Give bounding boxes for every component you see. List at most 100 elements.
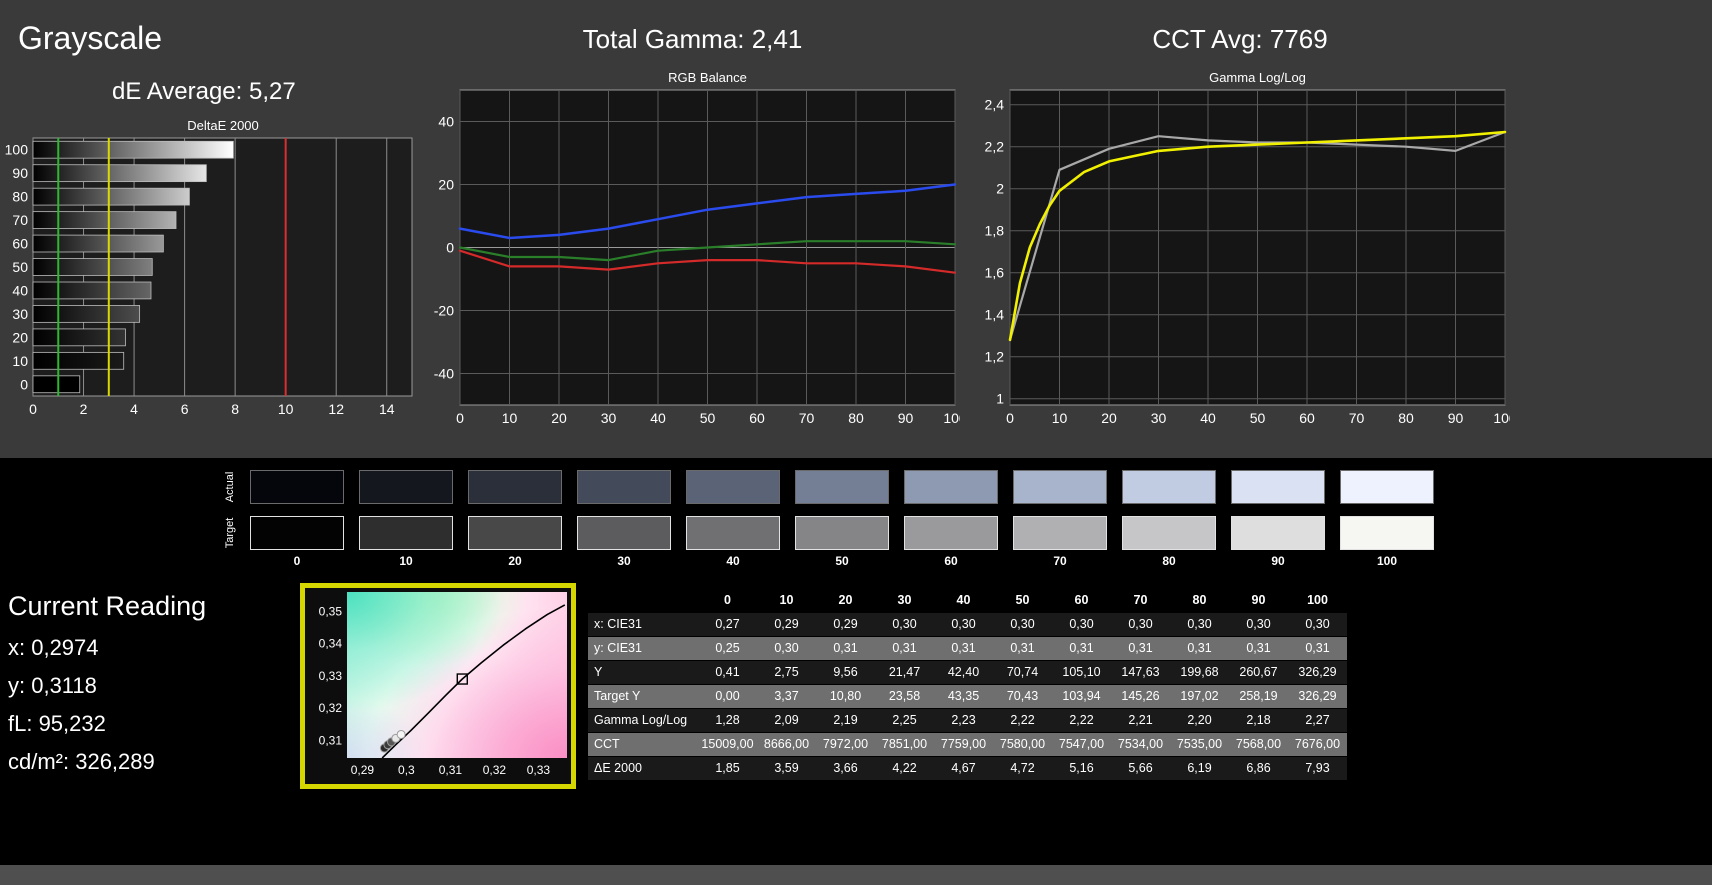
- svg-text:20: 20: [551, 410, 567, 426]
- table-cell: 326,29: [1288, 660, 1347, 685]
- svg-text:0,33: 0,33: [527, 763, 551, 777]
- svg-text:6: 6: [181, 401, 189, 417]
- table-cell: 0,30: [993, 612, 1052, 637]
- svg-text:30: 30: [12, 306, 28, 322]
- svg-text:40: 40: [1200, 410, 1216, 426]
- table-cell: 4,67: [934, 756, 993, 781]
- svg-text:10: 10: [502, 410, 518, 426]
- table-cell: 0,31: [1229, 636, 1288, 661]
- table-cell: 7534,00: [1111, 732, 1170, 757]
- table-col-header: 30: [875, 588, 934, 613]
- table-col-header: 40: [934, 588, 993, 613]
- actual-swatch-80: [1122, 470, 1216, 504]
- table-cell: 0,31: [1052, 636, 1111, 661]
- svg-text:0,33: 0,33: [319, 669, 343, 683]
- table-cell: 7759,00: [934, 732, 993, 757]
- table-cell: 0,31: [816, 636, 875, 661]
- table-cell: 105,10: [1052, 660, 1111, 685]
- svg-text:90: 90: [12, 165, 28, 181]
- cie-scatter-chart: 0,31 0,32 0,33 0,34 0,35 0,29 0,3 0,31 0,32 0,33: [319, 604, 566, 777]
- svg-text:2,4: 2,4: [985, 97, 1005, 113]
- actual-swatch-30: [577, 470, 671, 504]
- table-cell: 0,31: [1111, 636, 1170, 661]
- svg-text:100: 100: [1493, 410, 1510, 426]
- svg-text:0,34: 0,34: [319, 637, 343, 651]
- table-row: Gamma Log/Log 1,28 2,09 2,19 2,25 2,23 2,22 2,2…: [588, 708, 1347, 733]
- target-row-label: Target: [224, 517, 236, 549]
- table-cell: 0,29: [757, 612, 816, 637]
- svg-text:20: 20: [438, 177, 454, 193]
- table-cell: 7580,00: [993, 732, 1052, 757]
- table-cell: 3,59: [757, 756, 816, 781]
- svg-text:30: 30: [1151, 410, 1167, 426]
- svg-text:0,32: 0,32: [483, 763, 507, 777]
- svg-text:40: 40: [438, 114, 454, 130]
- svg-text:10: 10: [1052, 410, 1068, 426]
- cie-chart-box: 0,31 0,32 0,33 0,34 0,35 0,29 0,3 0,31 0,32 0,33: [300, 583, 576, 789]
- svg-text:12: 12: [328, 401, 344, 417]
- svg-text:0: 0: [29, 401, 37, 417]
- svg-text:60: 60: [1299, 410, 1315, 426]
- target-swatch-10: [359, 516, 453, 550]
- table-cell: 199,68: [1170, 660, 1229, 685]
- table-cell: 0,30: [1170, 612, 1229, 637]
- table-row: Target Y 0,00 3,37 10,80 23,58 43,35 70,43 103,…: [588, 684, 1347, 709]
- table-header-row: 0 10 20 30 40 50 60 70 80 90 100: [588, 588, 1347, 613]
- table-cell: 2,27: [1288, 708, 1347, 733]
- table-cell: 0,30: [875, 612, 934, 637]
- actual-row-label: Actual: [224, 471, 236, 503]
- target-swatch-50: [795, 516, 889, 550]
- table-col-header: 50: [993, 588, 1052, 613]
- swatch-column-label: 100: [1376, 554, 1398, 568]
- reading-fl: fL: 95,232: [8, 711, 106, 736]
- table-cell: 2,22: [1052, 708, 1111, 733]
- svg-text:50: 50: [12, 259, 28, 275]
- table-cell: 15009,00: [698, 732, 757, 757]
- actual-swatch-100: [1340, 470, 1434, 504]
- swatch-column-label: 60: [944, 554, 958, 568]
- table-col-header: 10: [757, 588, 816, 613]
- table-cell: 5,16: [1052, 756, 1111, 781]
- current-reading-section: Current Reading x: 0,2974 y: 0,3118 fL: …: [0, 575, 1712, 865]
- swatch-column-label: 40: [726, 554, 740, 568]
- table-cell: 197,02: [1170, 684, 1229, 709]
- reading-x: x: 0,2974: [8, 635, 99, 660]
- table-cell: 7,93: [1288, 756, 1347, 781]
- svg-text:50: 50: [700, 410, 716, 426]
- table-cell: 23,58: [875, 684, 934, 709]
- actual-swatch-10: [359, 470, 453, 504]
- rgb-balance-chart-title: RGB Balance: [668, 70, 747, 85]
- table-cell: 7547,00: [1052, 732, 1111, 757]
- table-cell: 0,31: [1288, 636, 1347, 661]
- swatch-column-labels: 0 10 20 30 40 50 60 70 80 90 100: [250, 554, 1434, 568]
- table-cell: 70,43: [993, 684, 1052, 709]
- actual-swatch-row: [250, 470, 1434, 504]
- current-reading-title: Current Reading: [8, 591, 207, 621]
- table-cell: 0,30: [1229, 612, 1288, 637]
- target-swatch-80: [1122, 516, 1216, 550]
- table-cell: 0,30: [1052, 612, 1111, 637]
- swatch-section: Actual Target 0 10 20 30 40 50 60 70 80 90 100: [0, 458, 1712, 575]
- charts-section: Grayscale dE Average: 5,27 DeltaE 2000 0…: [0, 0, 1712, 458]
- table-cell: 0,31: [875, 636, 934, 661]
- table-cell: 2,18: [1229, 708, 1288, 733]
- swatch-column-label: 0: [293, 554, 301, 568]
- svg-text:80: 80: [1398, 410, 1414, 426]
- reading-y: y: 0,3118: [8, 673, 97, 698]
- table-cell: 0,29: [816, 612, 875, 637]
- table-cell: 4,72: [993, 756, 1052, 781]
- table-col-header: 100: [1288, 588, 1347, 613]
- table-cell: 7676,00: [1288, 732, 1347, 757]
- table-row: Y 0,41 2,75 9,56 21,47 42,40 70,74 105,10 147,63…: [588, 660, 1347, 685]
- table-cell: 0,31: [993, 636, 1052, 661]
- target-swatch-40: [686, 516, 780, 550]
- actual-swatch-20: [468, 470, 562, 504]
- svg-text:2,2: 2,2: [985, 139, 1005, 155]
- table-cell: 6,86: [1229, 756, 1288, 781]
- svg-text:0,29: 0,29: [351, 763, 375, 777]
- actual-swatch-70: [1013, 470, 1107, 504]
- table-cell: 2,23: [934, 708, 993, 733]
- svg-text:0: 0: [20, 376, 28, 392]
- svg-text:0,3: 0,3: [398, 763, 415, 777]
- svg-text:1: 1: [996, 391, 1004, 407]
